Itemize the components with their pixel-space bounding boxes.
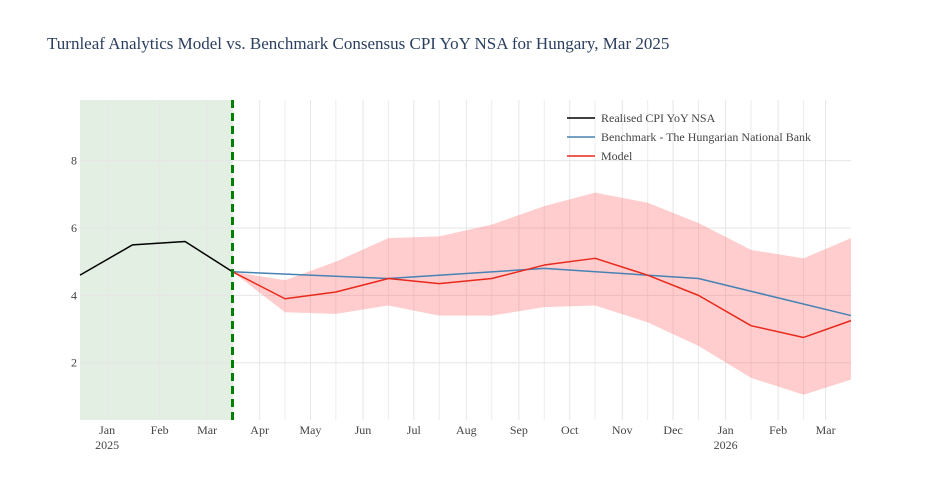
x-tick-year-label: 2026 xyxy=(714,438,738,452)
series-line-2 xyxy=(232,257,852,339)
x-tick-label: Aug xyxy=(456,423,477,437)
x-tick-label: Jan xyxy=(99,423,115,437)
y-tick-label: 2 xyxy=(71,356,77,370)
chart-title: Turnleaf Analytics Model vs. Benchmark C… xyxy=(47,34,670,53)
history-shaded-region xyxy=(80,100,233,420)
x-tick-label: Jun xyxy=(355,423,372,437)
x-tick-label: Mar xyxy=(816,423,836,437)
x-tick-label: Jan xyxy=(718,423,734,437)
x-tick-label: Apr xyxy=(250,423,269,437)
x-tick-label: Dec xyxy=(663,423,682,437)
legend-label-1[interactable]: Benchmark - The Hungarian National Bank xyxy=(601,130,811,144)
series-line-0 xyxy=(79,240,233,276)
series-line-1 xyxy=(232,267,852,317)
x-tick-label: Feb xyxy=(769,423,787,437)
x-tick-label: Oct xyxy=(561,423,579,437)
x-tick-label: May xyxy=(299,423,321,437)
legend-label-2[interactable]: Model xyxy=(601,149,633,163)
x-tick-label: Sep xyxy=(510,423,528,437)
x-tick-label: Mar xyxy=(197,423,217,437)
x-tick-label: Feb xyxy=(151,423,169,437)
y-tick-label: 4 xyxy=(71,288,77,302)
legend-label-0[interactable]: Realised CPI YoY NSA xyxy=(601,111,716,125)
model-confidence-band xyxy=(232,192,851,395)
y-tick-label: 6 xyxy=(71,221,77,235)
y-tick-label: 8 xyxy=(71,154,77,168)
x-tick-label: Nov xyxy=(612,423,633,437)
x-tick-year-label: 2025 xyxy=(95,438,119,452)
x-tick-label: Jul xyxy=(407,423,422,437)
